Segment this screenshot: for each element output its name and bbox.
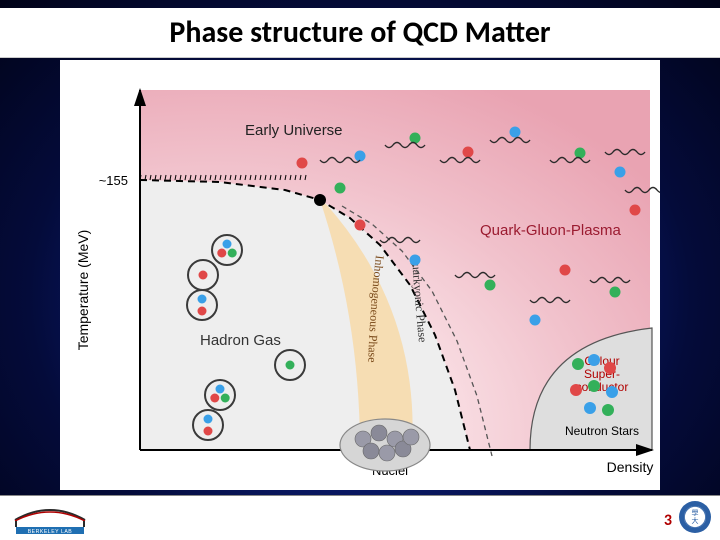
berkeley-lab-logo: BERKELEY LAB [10, 500, 90, 536]
slide: Phase structure of QCD Matter Temperatur… [0, 0, 720, 540]
svg-text:Neutron Stars: Neutron Stars [565, 424, 639, 438]
svg-text:Temperature (MeV): Temperature (MeV) [75, 230, 91, 351]
slide-title: Phase structure of QCD Matter [0, 8, 720, 58]
svg-text:大: 大 [692, 516, 699, 525]
page-number: 3 [664, 511, 672, 530]
svg-text:BERKELEY LAB: BERKELEY LAB [28, 529, 73, 535]
svg-text:conductor: conductor [576, 380, 629, 394]
university-seal-logo: 學 大 [678, 500, 712, 534]
phase-diagram: Temperature (MeV) Density ~155 Early Univer… [60, 60, 660, 490]
svg-text:Density: Density [607, 459, 654, 475]
svg-text:~155: ~155 [99, 173, 128, 188]
footer-bar: BERKELEY LAB 3 學 大 [0, 495, 720, 540]
svg-text:Quark-Gluon-Plasma: Quark-Gluon-Plasma [480, 222, 622, 239]
svg-text:Hadron Gas: Hadron Gas [200, 332, 281, 349]
svg-text:Early Universe: Early Universe [245, 122, 343, 139]
